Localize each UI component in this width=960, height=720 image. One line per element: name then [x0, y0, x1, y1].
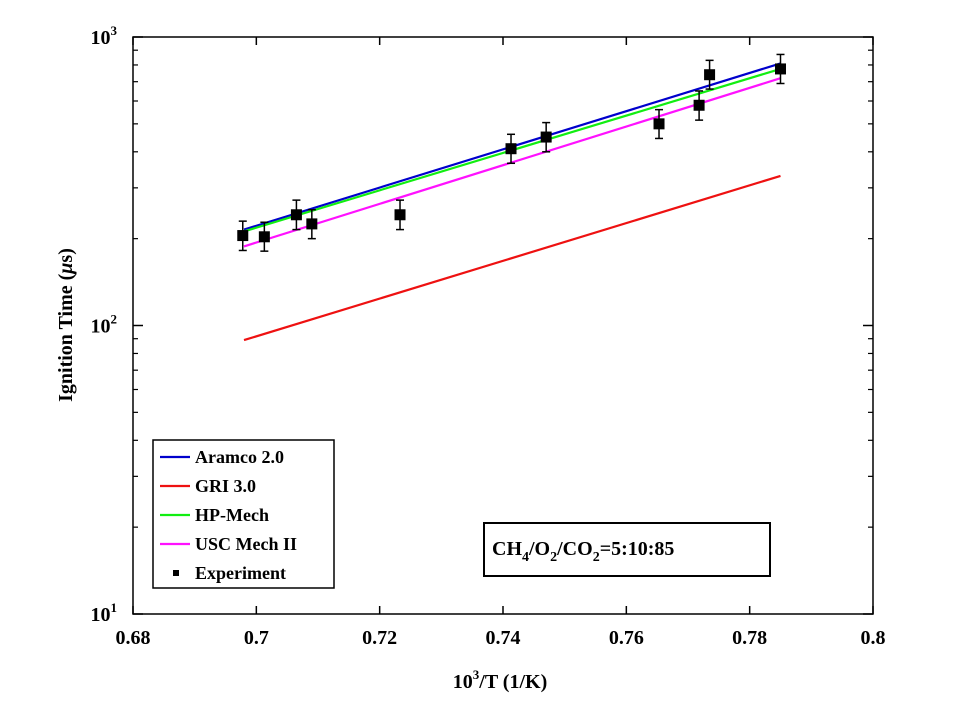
legend-label: HP-Mech [195, 505, 269, 525]
legend: Aramco 2.0 GRI 3.0 HP-Mech USC Mech II Exper… [152, 439, 335, 589]
legend-label: GRI 3.0 [195, 476, 256, 496]
y-axis-title: Ignition Time (μs) [55, 248, 77, 402]
series-line-gri-3-0 [243, 174, 781, 342]
experiment-point [237, 230, 249, 242]
x-tick-label: 0.72 [362, 627, 397, 649]
x-tick-label: 0.76 [609, 627, 644, 649]
experiment-point [653, 118, 665, 130]
experiment-point [258, 231, 270, 243]
legend-swatch-experiment [173, 570, 179, 576]
experiment-point [306, 218, 318, 230]
experiment-point [704, 69, 716, 81]
x-tick-label: 0.8 [861, 627, 886, 649]
error-bars [238, 53, 785, 252]
legend-label: Aramco 2.0 [195, 447, 284, 467]
experiment-point [693, 99, 705, 111]
series-line-usc-mech-ii [243, 77, 781, 248]
y-tick-label: 103 [91, 23, 118, 49]
x-axis-title: 103/T (1/K) [453, 667, 547, 693]
experiment-point [290, 209, 302, 221]
tick-labels: 0.68 0.7 0.72 0.74 0.76 0.78 0.8 101 102 103 [91, 23, 886, 649]
annotation-text: CH4/O2/CO2=5:10:85 [492, 538, 674, 565]
mixture-annotation: CH4/O2/CO2=5:10:85 [483, 522, 771, 577]
experiment-point [540, 131, 552, 143]
experiment-point [394, 209, 406, 221]
annotation-box [483, 522, 771, 577]
experiment-markers [237, 63, 786, 243]
y-tick-label: 101 [91, 600, 118, 626]
legend-label: Experiment [195, 563, 286, 583]
x-tick-label: 0.68 [116, 627, 151, 649]
experiment-point [505, 143, 517, 155]
axis-ticks [132, 36, 874, 615]
experiment-point [775, 63, 786, 75]
x-tick-label: 0.74 [486, 627, 521, 649]
y-tick-label: 102 [91, 312, 118, 338]
x-tick-label: 0.78 [732, 627, 767, 649]
legend-label: USC Mech II [195, 534, 297, 554]
x-tick-label: 0.7 [244, 627, 269, 649]
